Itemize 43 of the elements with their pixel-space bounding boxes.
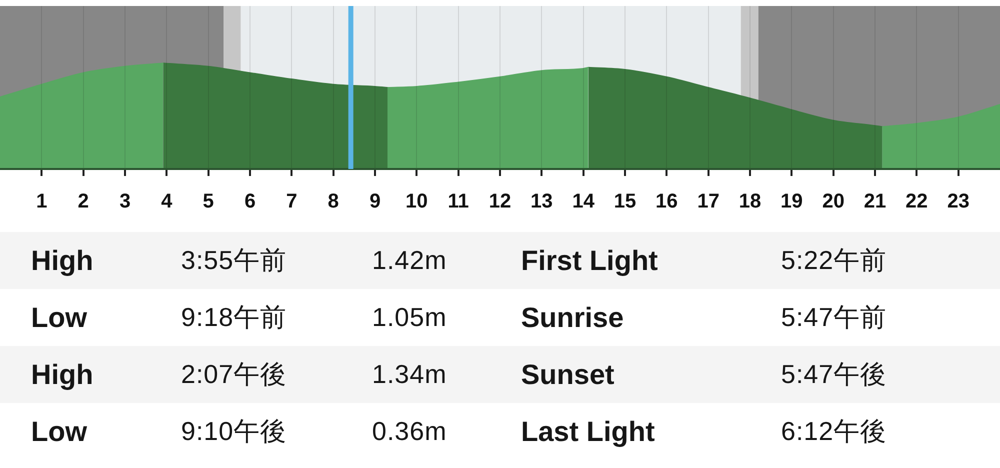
x-tick-label: 20	[822, 190, 844, 213]
text: High	[31, 244, 94, 278]
x-tick-label: 16	[656, 190, 678, 213]
x-tick-label: 22	[906, 190, 928, 213]
x-tick-label: 17	[697, 190, 720, 213]
x-tick-label: 4	[161, 190, 174, 213]
text: Low	[31, 415, 87, 449]
text: 9:10午後	[181, 415, 287, 448]
x-tick-label: 2	[78, 190, 89, 213]
x-tick-label: 19	[780, 190, 803, 213]
text: 6:12午後	[781, 415, 887, 448]
text: 5:47午後	[781, 358, 887, 391]
x-tick-label: 8	[328, 190, 339, 213]
x-tick-label: 9	[369, 190, 381, 213]
text: 0.36m	[372, 415, 447, 448]
x-tick-label: 1	[36, 190, 48, 213]
x-tick-label: 5	[202, 190, 214, 213]
text: High	[31, 358, 94, 392]
x-tick-label: 15	[614, 190, 636, 213]
x-tick-label: 23	[947, 190, 970, 213]
x-tick-label: 12	[488, 190, 512, 213]
x-tick-label: 10	[406, 190, 428, 213]
text: 1.42m	[372, 244, 447, 277]
x-tick-label: 7	[286, 190, 298, 213]
text: Last Light	[521, 415, 655, 449]
text: 2:07午後	[181, 358, 287, 391]
x-tick-label: 13	[530, 190, 553, 213]
text: 3:55午前	[181, 244, 287, 277]
text: 1.05m	[372, 301, 447, 334]
text: Sunset	[521, 358, 614, 392]
x-tick-label: 11	[448, 190, 469, 213]
text: 1.34m	[372, 358, 447, 391]
x-tick-label: 6	[244, 190, 256, 213]
text: 5:47午前	[781, 301, 887, 334]
x-tick-label: 18	[738, 190, 762, 213]
x-tick-label: 14	[572, 190, 596, 213]
x-tick-label: 3	[119, 190, 131, 213]
text: 9:18午前	[181, 301, 287, 334]
x-tick-label: 21	[864, 190, 886, 213]
text: Sunrise	[521, 301, 624, 335]
text: 5:22午前	[781, 244, 887, 277]
text: First Light	[521, 244, 658, 278]
text: Low	[31, 301, 87, 335]
